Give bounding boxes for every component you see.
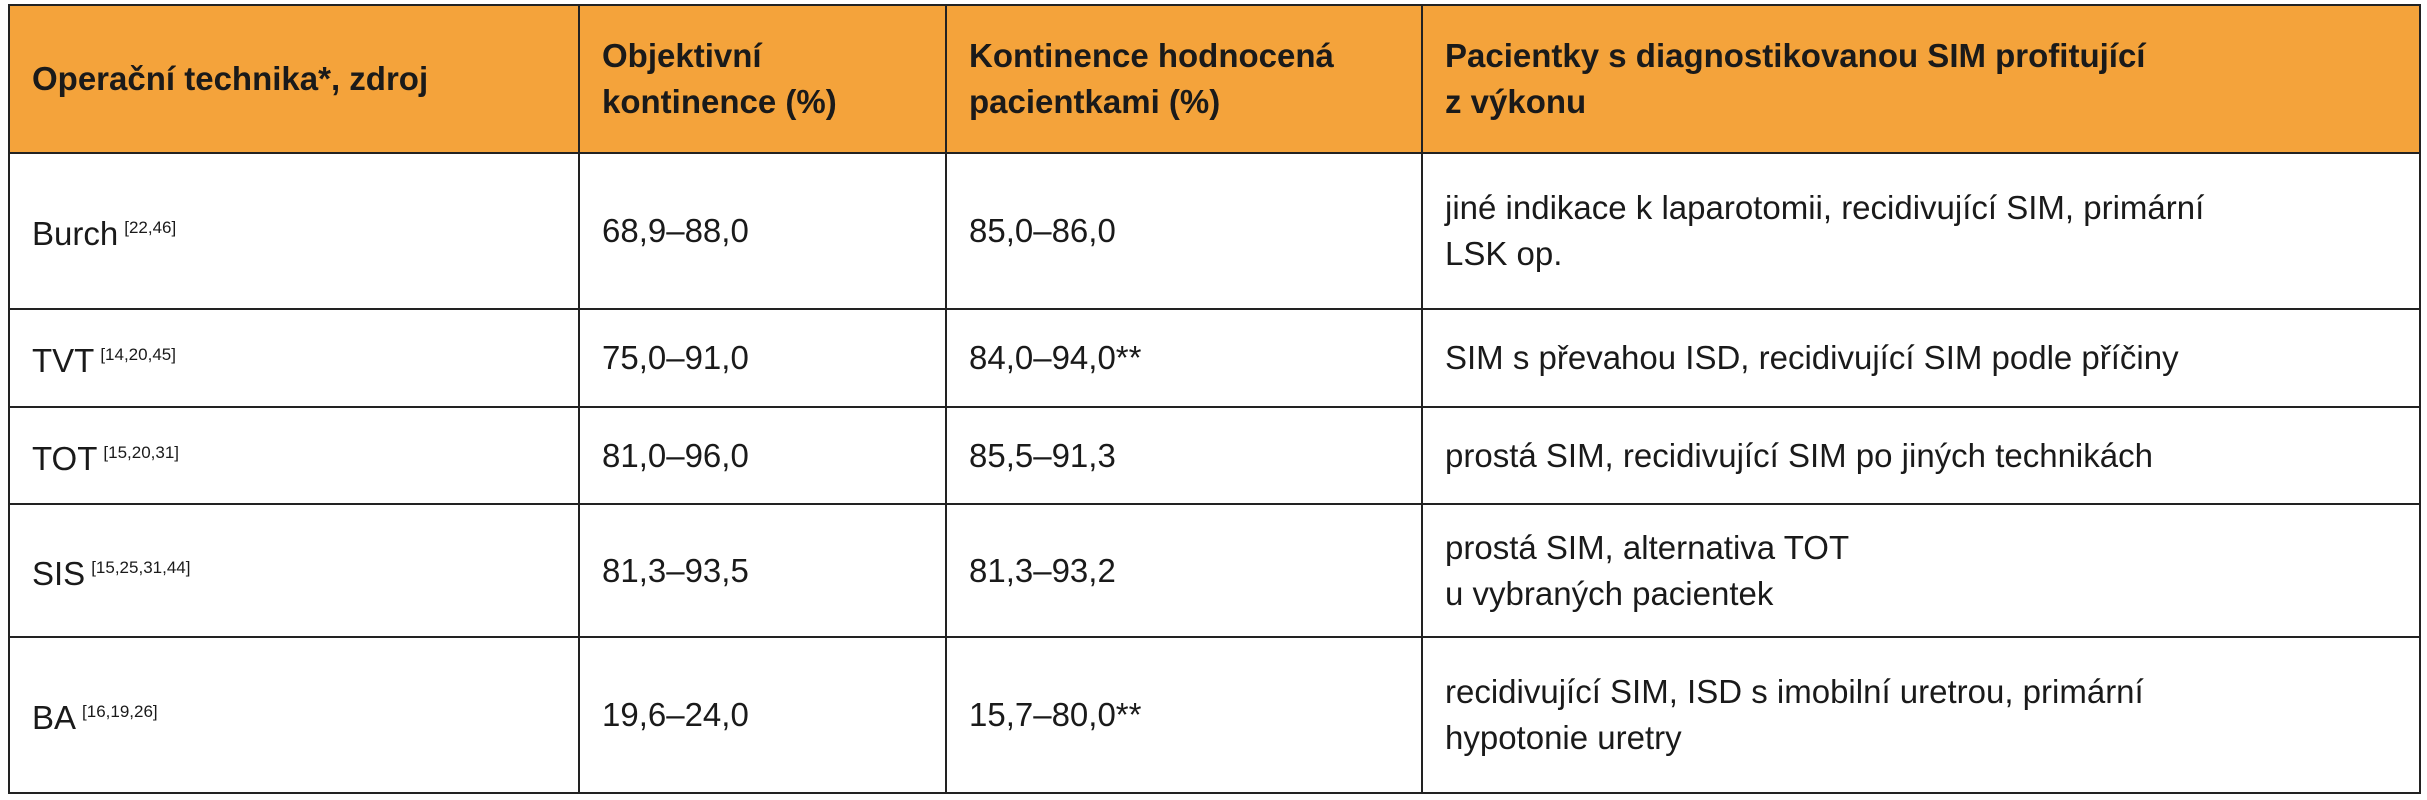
cell-line: z výkonu	[1445, 83, 1587, 120]
patient-cell: 85,0–86,0	[945, 152, 1423, 310]
objective: 81,3–93,5	[602, 551, 749, 589]
table-row: TOT [15,20,31] 81,0–96,0 85,5–91,3 prostá SI…	[8, 406, 2421, 505]
cell-line: Operační technika*, zdroj	[32, 60, 429, 97]
cell-line: recidivující SIM, ISD s imobilní uretrou…	[1445, 673, 2144, 710]
technique-cell: Burch [22,46]	[8, 152, 580, 310]
header-row: Operační technika*, zdroj Objektivní konti…	[8, 4, 2421, 154]
reference: [22,46]	[124, 218, 177, 237]
objective-cell: 19,6–24,0	[578, 636, 947, 794]
patient: 81,3–93,2	[969, 551, 1116, 589]
technique-cell: TOT [15,20,31]	[8, 406, 580, 505]
header-cell: Pacientky s diagnostikovanou SIM profitu…	[1421, 4, 2421, 154]
objective-cell: 75,0–91,0	[578, 308, 947, 408]
technique-cell: TVT [14,20,45]	[8, 308, 580, 408]
header-cell: Operační technika*, zdroj	[8, 4, 580, 154]
objective: 75,0–91,0	[602, 339, 749, 376]
reference: [15,20,31]	[103, 442, 180, 462]
patient-cell: 85,5–91,3	[945, 406, 1423, 505]
cell-line: Kontinence hodnocená	[969, 37, 1334, 74]
header-cell: Kontinence hodnocená pacientkami (%)	[945, 4, 1423, 154]
reference: [14,20,45]	[100, 345, 176, 364]
technique: SIS	[32, 554, 86, 592]
technique-cell: BA [16,19,26]	[8, 636, 580, 794]
indication-cell: prostá SIM, recidivující SIM po jiných t…	[1421, 406, 2421, 505]
cell-line: prostá SIM, alternativa TOT	[1445, 528, 1850, 566]
technique: Burch	[32, 215, 119, 252]
header-cell: Objektivní kontinence (%)	[578, 4, 947, 154]
technique: TVT	[32, 342, 95, 379]
objective: 81,0–96,0	[602, 436, 749, 474]
cell-line: SIM s převahou ISD, recidivující SIM pod…	[1445, 339, 2179, 376]
objective: 68,9–88,0	[602, 212, 749, 249]
indication-cell: recidivující SIM, ISD s imobilní uretrou…	[1421, 636, 2421, 794]
cell-line: u vybraných pacientek	[1445, 574, 1774, 612]
table-row: SIS [15,25,31,44] 81,3–93,5 81,3–93,2 prostá…	[8, 503, 2421, 638]
patient: 85,5–91,3	[969, 436, 1116, 474]
cell-line: prostá SIM, recidivující SIM po jiných t…	[1445, 436, 2153, 474]
indication-cell: jiné indikace k laparotomii, recidivujíc…	[1421, 152, 2421, 310]
indication-cell: SIM s převahou ISD, recidivující SIM pod…	[1421, 308, 2421, 408]
cell-line: jiné indikace k laparotomii, recidivujíc…	[1445, 189, 2205, 226]
patient-cell: 84,0–94,0**	[945, 308, 1423, 408]
patient-cell: 81,3–93,2	[945, 503, 1423, 638]
cell-line: Pacientky s diagnostikovanou SIM profitu…	[1445, 37, 2146, 74]
objective-cell: 81,0–96,0	[578, 406, 947, 505]
table-row: Burch [22,46] 68,9–88,0 85,0–86,0 jiné indik…	[8, 152, 2421, 310]
objective-cell: 81,3–93,5	[578, 503, 947, 638]
patient: 15,7–80,0**	[969, 696, 1142, 733]
technique-cell: SIS [15,25,31,44]	[8, 503, 580, 638]
patient: 84,0–94,0**	[969, 339, 1142, 376]
cell-line: Objektivní	[602, 37, 762, 74]
indication-cell: prostá SIM, alternativa TOT u vybraných p…	[1421, 503, 2421, 638]
reference: [16,19,26]	[82, 702, 158, 721]
table-row: BA [16,19,26] 19,6–24,0 15,7–80,0** recidivu…	[8, 636, 2421, 794]
patient: 85,0–86,0	[969, 212, 1116, 249]
objective-cell: 68,9–88,0	[578, 152, 947, 310]
cell-line: kontinence (%)	[602, 83, 837, 120]
results-table: Operační technika*, zdroj Objektivní konti…	[8, 4, 2421, 794]
objective: 19,6–24,0	[602, 696, 749, 733]
patient-cell: 15,7–80,0**	[945, 636, 1423, 794]
reference: [15,25,31,44]	[91, 557, 191, 577]
cell-line: LSK op.	[1445, 235, 1563, 272]
cell-line: pacientkami (%)	[969, 83, 1221, 120]
technique: TOT	[32, 439, 98, 477]
technique: BA	[32, 699, 77, 736]
cell-line: hypotonie uretry	[1445, 719, 1682, 756]
table-row: TVT [14,20,45] 75,0–91,0 84,0–94,0** SIM s p…	[8, 308, 2421, 408]
